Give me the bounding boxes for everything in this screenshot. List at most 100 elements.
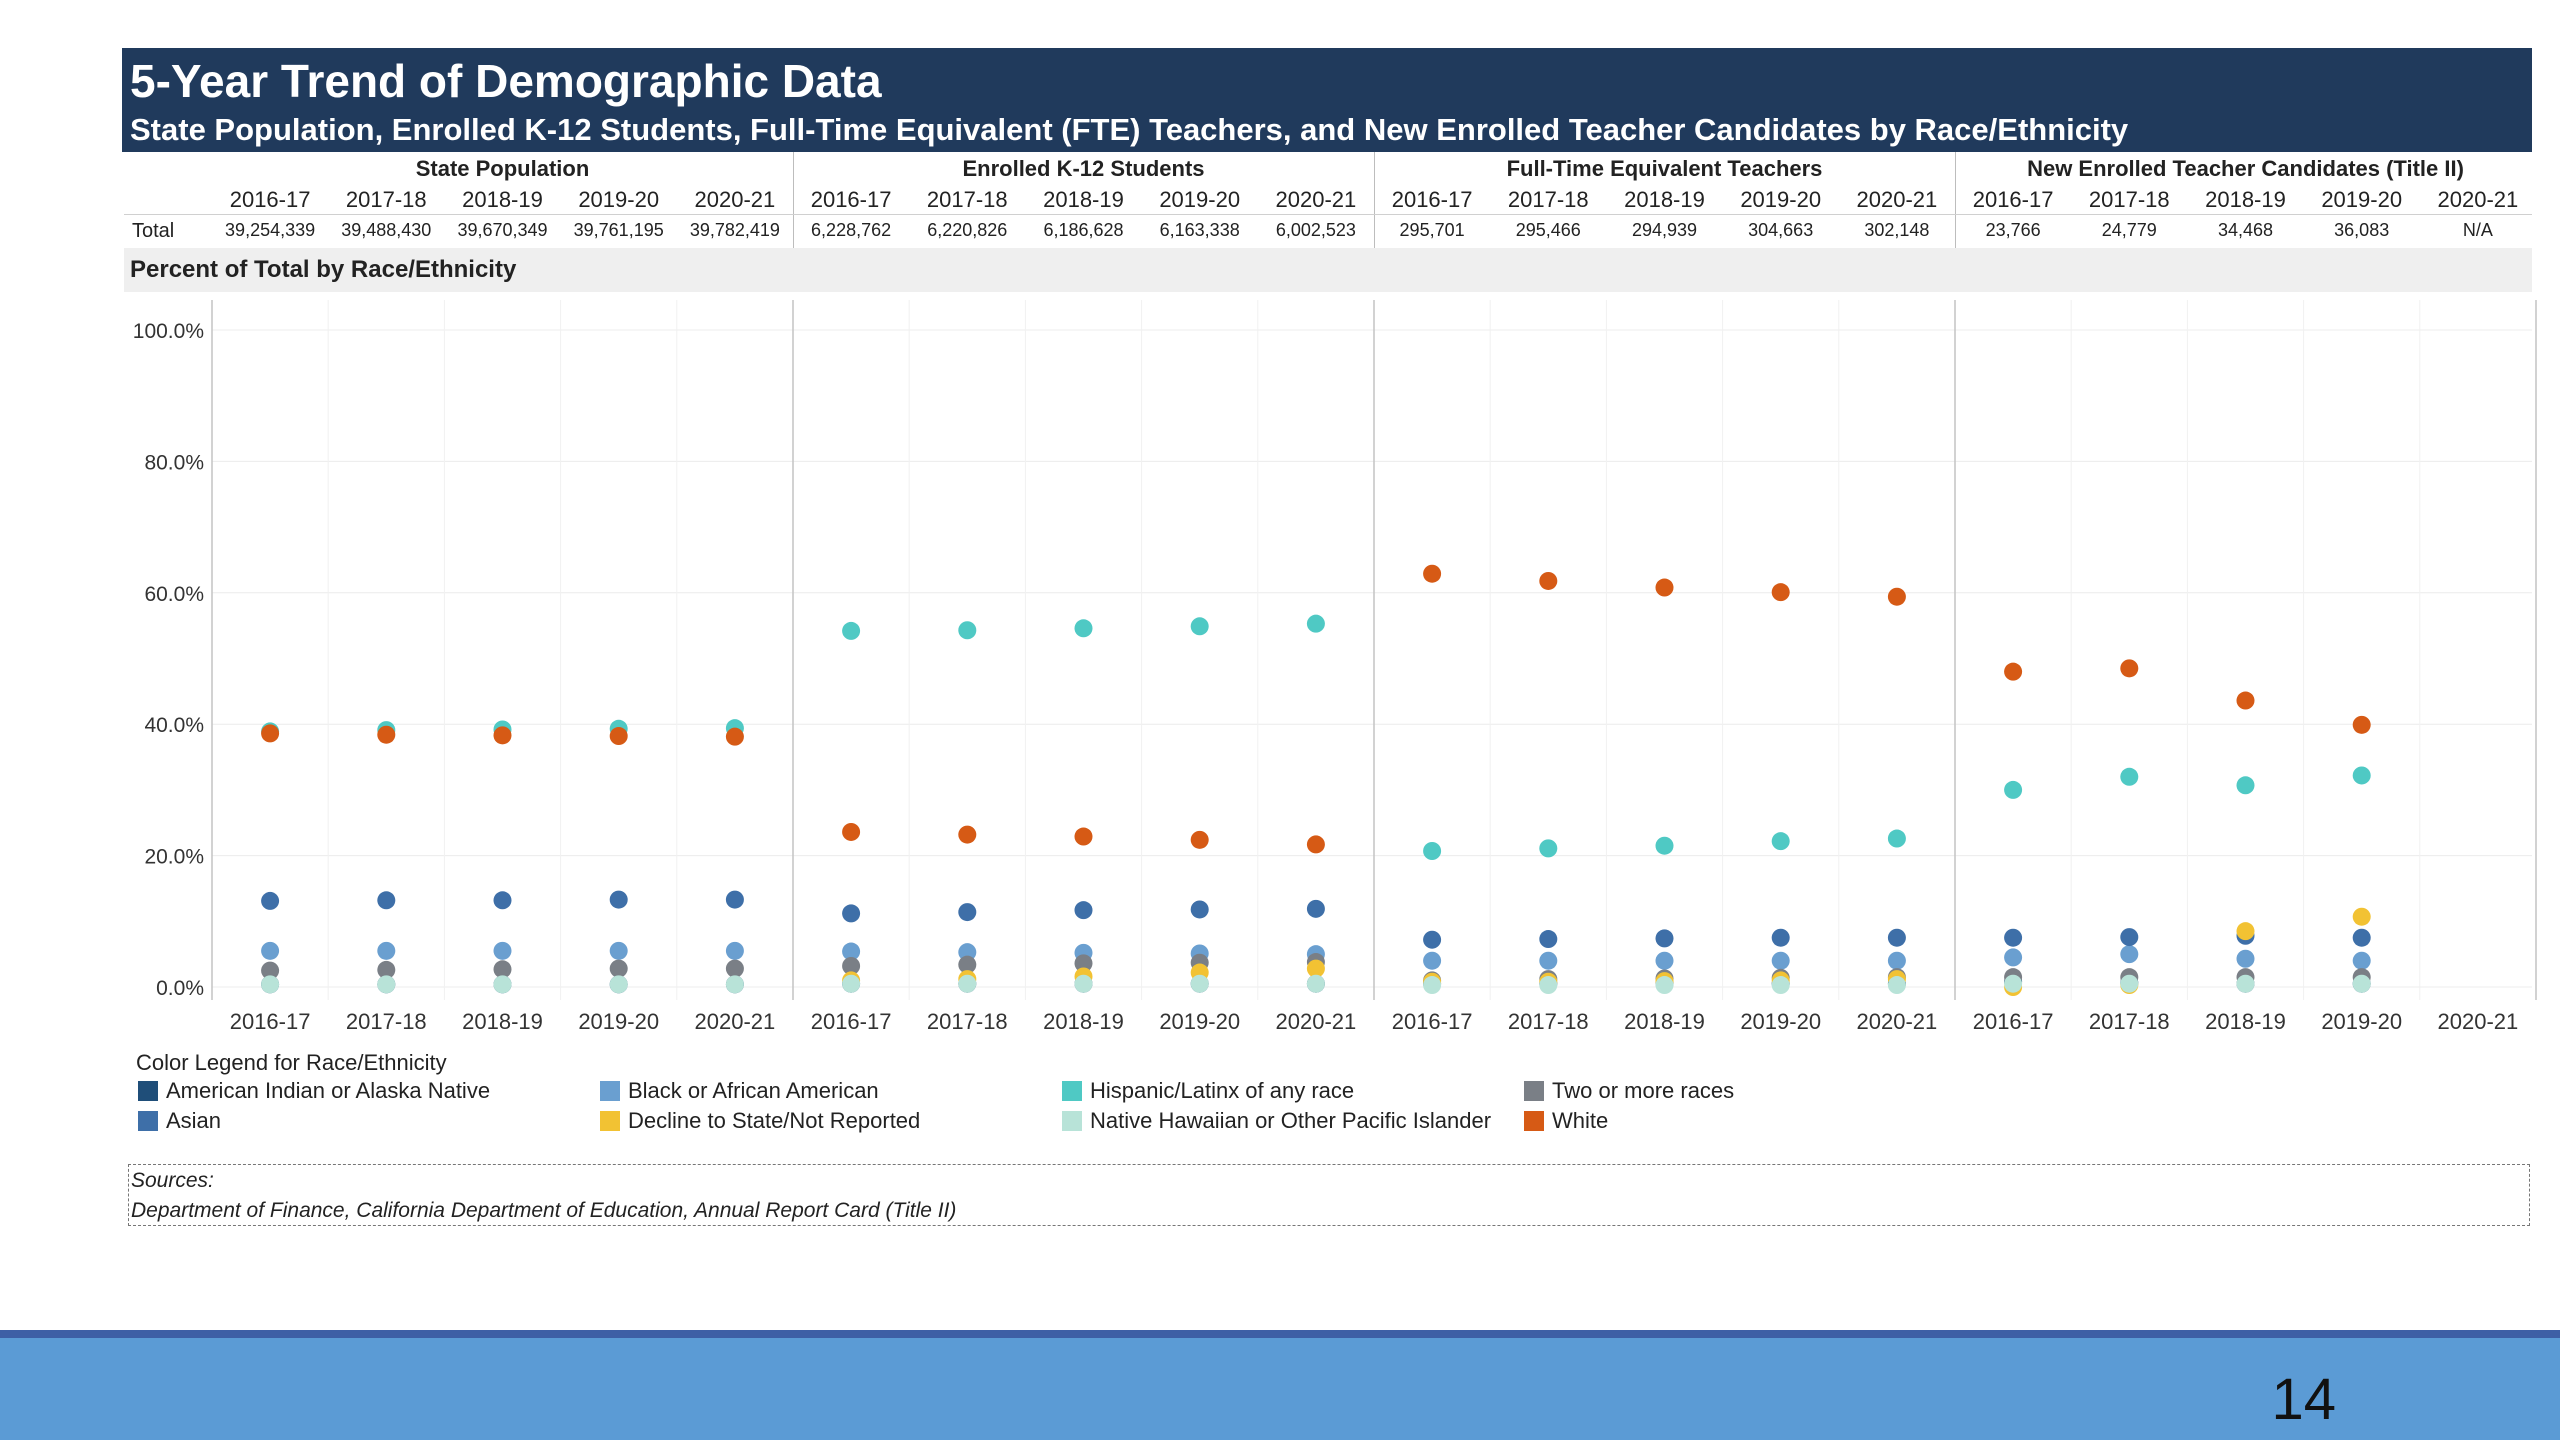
x-tick-label: 2017-18 [927,1009,1008,1034]
table-year-header: 2016-17 [810,187,892,212]
percent-section-label: Percent of Total by Race/Ethnicity [130,256,517,283]
point [2120,945,2139,964]
x-tick-label: 2018-19 [2205,1009,2286,1034]
x-tick-label: 2017-18 [1508,1009,1589,1034]
table-year-header: 2019-20 [2321,187,2403,212]
legend-item: Native Hawaiian or Other Pacific Islande… [1062,1108,1491,1134]
table-year-header: 2017-18 [1507,187,1589,212]
table-total-value: 6,220,826 [927,220,1008,240]
legend-label: Decline to State/Not Reported [628,1108,921,1133]
percent-section-bar: Percent of Total by Race/Ethnicity [124,248,2532,292]
section-divider [1374,152,1375,248]
point [2120,767,2139,786]
point [1423,951,1442,970]
point [2120,974,2139,993]
point [1655,836,1674,855]
point [1423,930,1442,949]
legend-swatch [600,1081,620,1101]
point [958,903,977,922]
legend-swatch [1062,1081,1082,1101]
point [725,975,744,994]
table-total-value: 6,163,338 [1159,220,1240,240]
chart-subtitle: State Population, Enrolled K-12 Students… [130,112,2129,147]
x-tick-label: 2020-21 [1276,1009,1357,1034]
section-divider [793,152,794,248]
point [1074,954,1093,973]
point [377,960,396,979]
page-number: 14 [2271,1367,2336,1432]
point [842,942,861,961]
table-total-value: 39,254,339 [225,220,316,240]
point [842,974,861,993]
legend-swatch [600,1111,620,1131]
point [958,621,977,640]
point [2352,907,2371,926]
point [1190,974,1209,993]
x-tick-label: 2019-20 [2321,1009,2402,1034]
table-year-header: 2018-19 [1043,187,1124,212]
legend-item: Black or African American [600,1078,879,1104]
table-section-header: Full-Time Equivalent Teachers [1506,156,1823,181]
table-total-value: 39,670,349 [457,220,548,240]
table-total-value: N/A [2462,220,2493,240]
y-tick-label: 80.0% [144,451,204,474]
point [261,891,280,910]
x-tick-label: 2016-17 [230,1009,311,1034]
point [725,959,744,978]
chart-title: 5-Year Trend of Demographic Data [130,55,882,107]
legend-swatch [1062,1111,1082,1131]
legend-item: White [1524,1108,1608,1134]
table-section-header: State Population [415,156,590,181]
point [958,974,977,993]
point [609,975,628,994]
point [1423,842,1442,861]
x-tick-label: 2018-19 [1624,1009,1705,1034]
x-tick-label: 2019-20 [1159,1009,1240,1034]
table-year-header: 2016-17 [229,187,311,212]
table-total-value: 24,779 [2101,220,2157,240]
y-tick-label: 20.0% [144,846,204,869]
point [1655,578,1674,597]
legend-title: Color Legend for Race/Ethnicity [136,1050,447,1075]
table-year-header: 2020-21 [2437,187,2519,212]
table-total-value: 6,002,523 [1275,220,1356,240]
point [2236,776,2255,795]
x-tick-label: 2020-21 [695,1009,776,1034]
point [1771,928,1790,947]
table-total-value: 34,468 [2217,220,2274,240]
point [2004,662,2023,681]
y-tick-label: 100.0% [133,320,204,343]
legend-item: American Indian or Alaska Native [138,1078,490,1104]
point [609,890,628,909]
table-year-header: 2019-20 [578,187,660,212]
point [1074,619,1093,638]
table-year-header: 2020-21 [1275,187,1357,212]
legend-swatch [138,1081,158,1101]
point [842,822,861,841]
table-total-value: 294,939 [1631,220,1698,240]
point [1539,571,1558,590]
point [1190,830,1209,849]
point [2004,928,2023,947]
point [2004,974,2023,993]
point [1306,899,1325,918]
table-total-value: 295,466 [1515,220,1581,240]
x-tick-label: 2016-17 [811,1009,892,1034]
sources-label: Sources: [131,1169,214,1192]
table-year-header: 2018-19 [1624,187,1705,212]
legend-label: Two or more races [1552,1078,1735,1103]
footer-divider [0,1330,2560,1338]
table-total-value: 39,761,195 [573,220,664,240]
point [2120,659,2139,678]
point [2236,949,2255,968]
x-tick-label: 2017-18 [346,1009,427,1034]
point [842,956,861,975]
point [1887,928,1906,947]
section-divider [1955,152,1956,248]
point [2236,922,2255,941]
table-total-value: 6,186,628 [1043,220,1124,240]
table-rule [124,214,2532,215]
x-tick-label: 2016-17 [1392,1009,1473,1034]
point [1887,976,1906,995]
point [1306,835,1325,854]
